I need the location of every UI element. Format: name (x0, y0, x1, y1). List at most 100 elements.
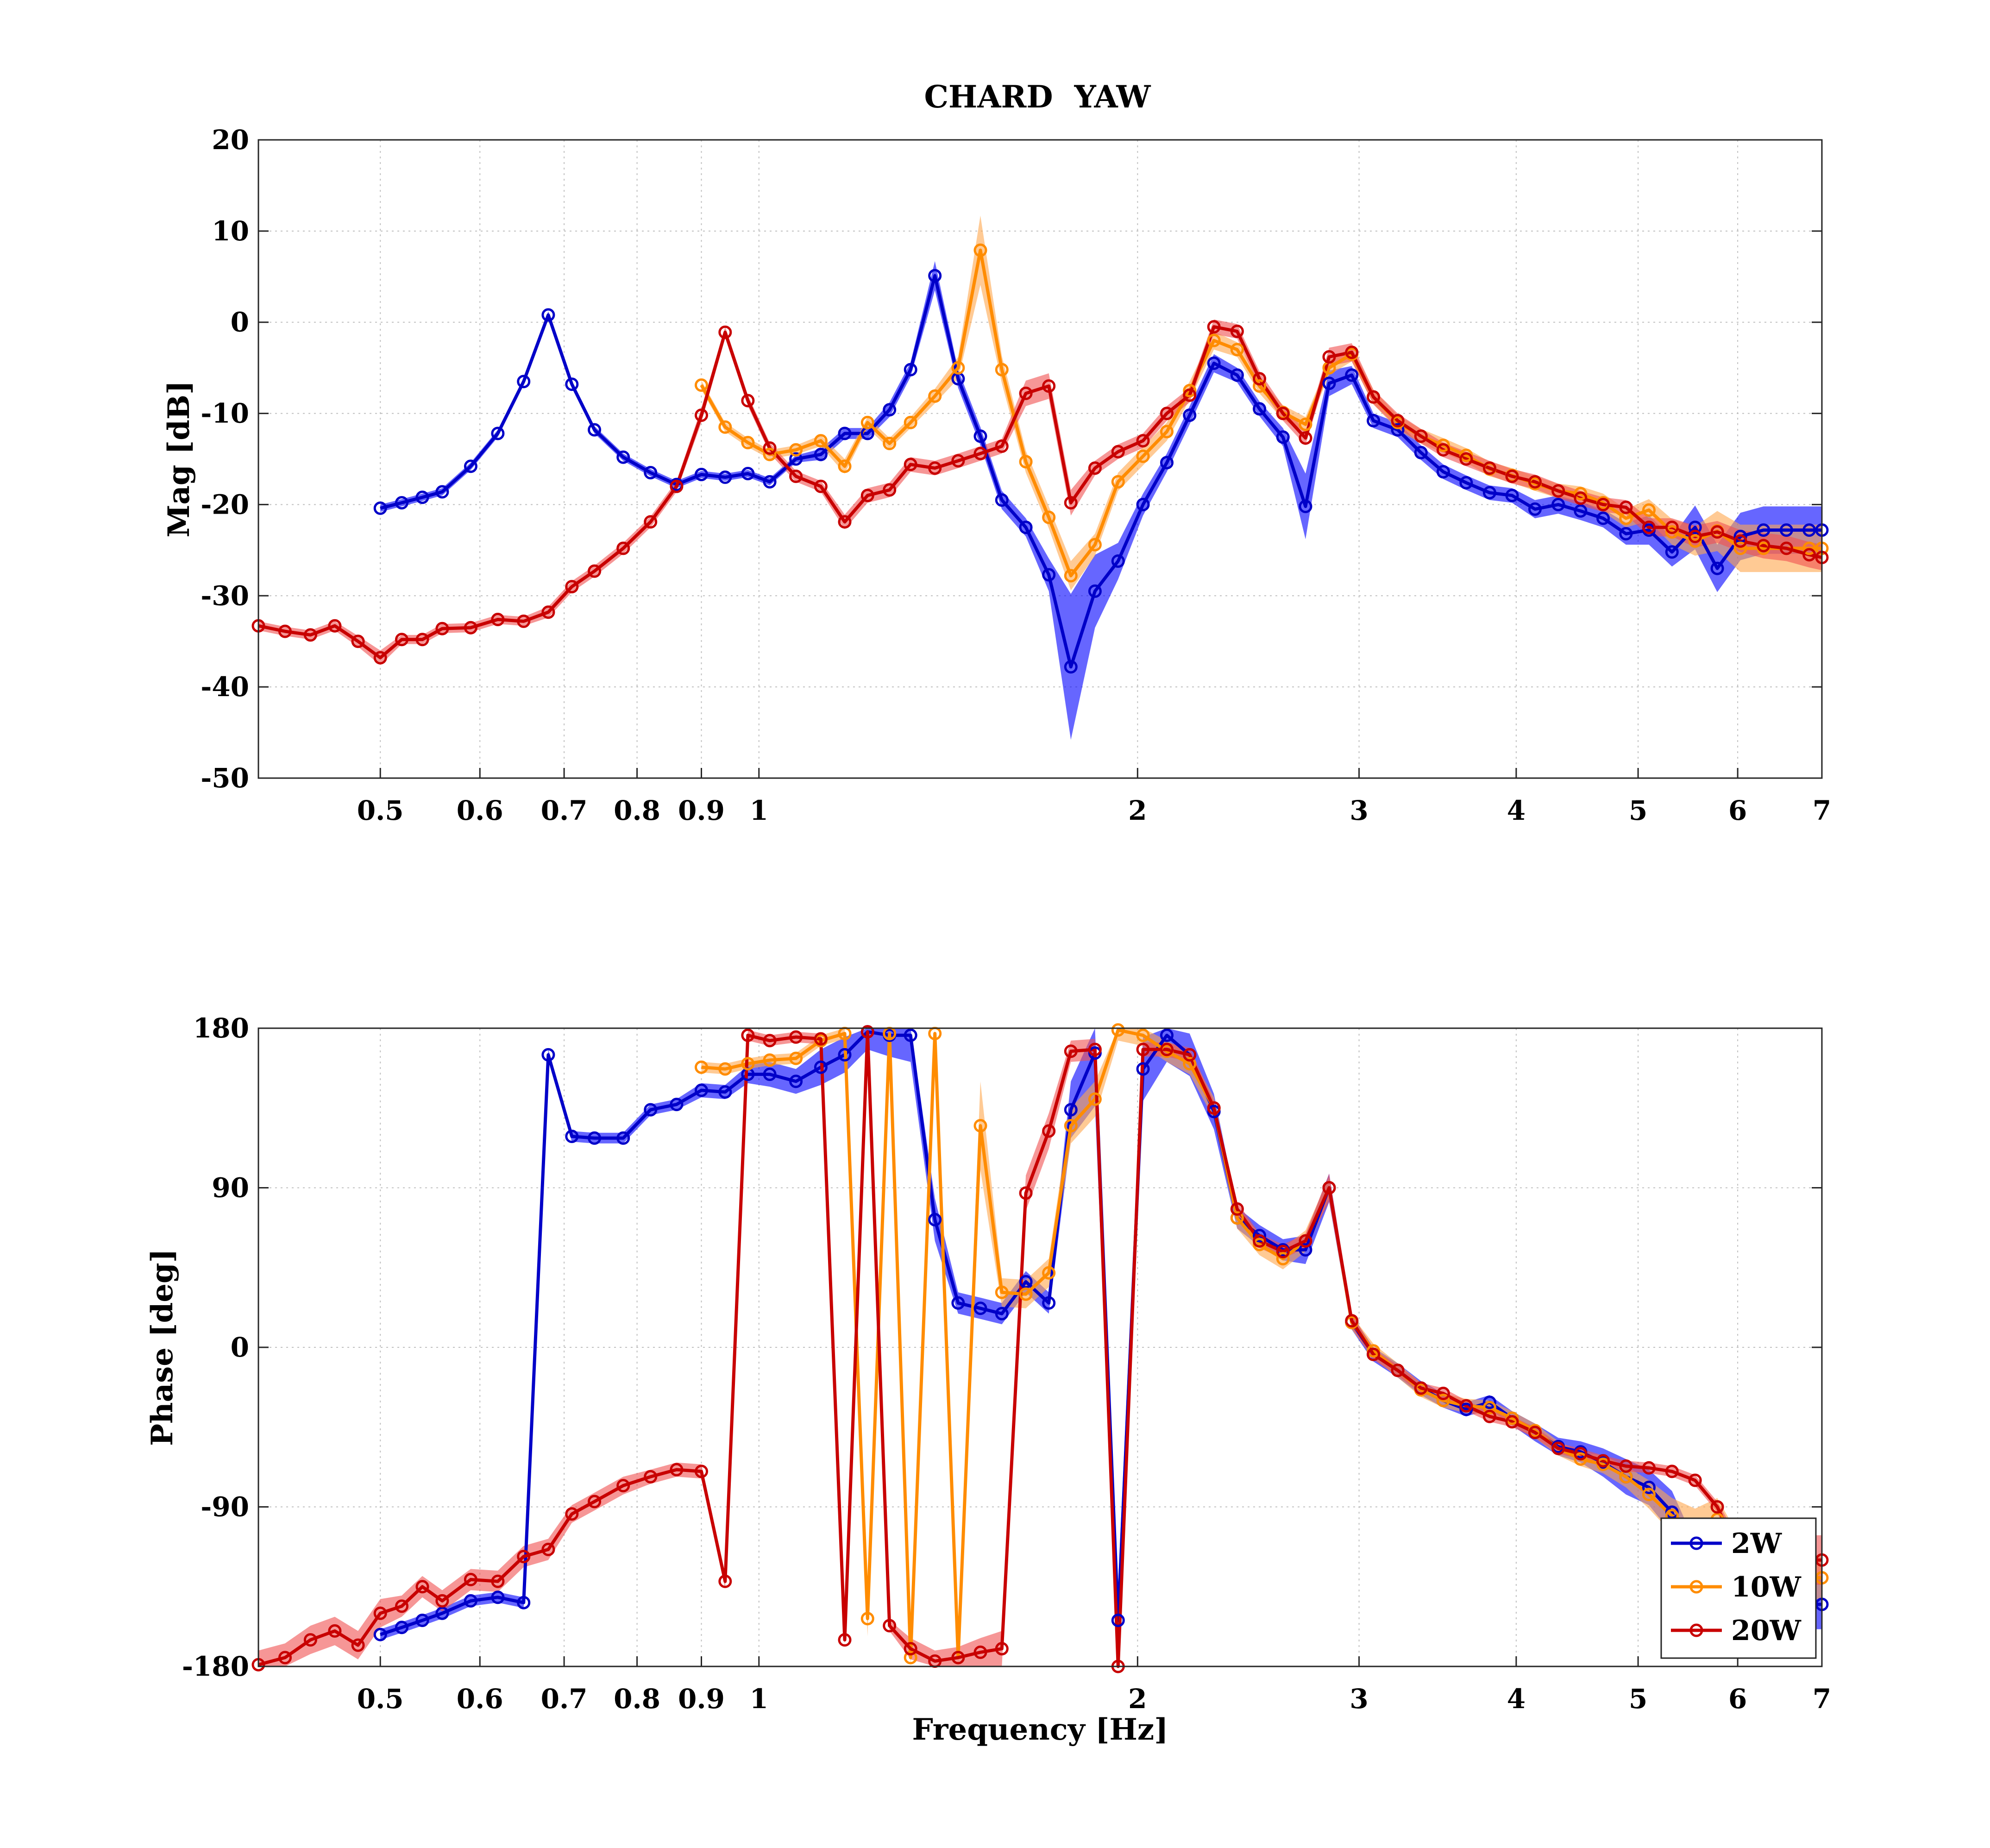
x-tick-label: 0.7 (541, 1683, 588, 1715)
data-point-2W (1042, 1296, 1056, 1310)
data-point-20W (1064, 1044, 1078, 1058)
data-point-20W (1391, 1364, 1405, 1377)
data-point-10W (1276, 1252, 1290, 1266)
data-point-10W (814, 434, 828, 448)
data-point-20W (1088, 1043, 1102, 1056)
data-point-2W (1160, 1028, 1174, 1042)
data-point-10W (1299, 417, 1312, 431)
data-point-2W (1710, 561, 1724, 575)
data-point-20W (278, 1651, 292, 1665)
magnitude-data-points (251, 243, 1829, 674)
data-point-10W (1111, 1023, 1125, 1037)
data-point-20W (973, 446, 987, 460)
data-point-20W (973, 1645, 987, 1659)
data-point-10W (763, 447, 777, 461)
data-point-10W (1253, 379, 1267, 393)
data-point-10W (1183, 1057, 1197, 1071)
data-point-10W (1183, 383, 1197, 397)
data-point-2W (373, 501, 387, 515)
data-point-20W (1019, 386, 1033, 400)
data-point-20W (995, 439, 1009, 453)
data-point-2W (789, 1075, 803, 1088)
data-point-2W (838, 1048, 852, 1062)
data-point-10W (1136, 449, 1150, 463)
data-point-20W (1459, 1399, 1473, 1413)
y-tick-label: -90 (201, 1491, 249, 1523)
data-point-20W (1042, 1124, 1056, 1138)
data-point-20W (1160, 407, 1174, 421)
data-point-2W (1779, 523, 1793, 537)
phase-gridlines (258, 1028, 1822, 1667)
data-point-20W (1183, 388, 1197, 402)
data-point-2W (464, 1594, 477, 1608)
data-point-10W (695, 1060, 708, 1074)
data-point-20W (491, 1574, 505, 1588)
data-point-2W (1160, 456, 1174, 470)
data-point-10W (1436, 439, 1450, 452)
data-point-2W (1414, 446, 1428, 459)
y-tick-label: -10 (201, 398, 249, 429)
data-point-20W (1483, 461, 1496, 475)
data-point-2W (1459, 476, 1473, 490)
data-point-2W (1019, 521, 1033, 534)
data-point-2W (1436, 465, 1450, 479)
x-tick-label: 0.9 (678, 795, 725, 826)
data-point-10W (860, 415, 874, 429)
data-point-10W (695, 378, 708, 392)
data-point-10W (1436, 1394, 1450, 1408)
x-tick-label: 5 (1629, 1683, 1647, 1715)
data-point-2W (814, 447, 828, 461)
data-point-2W (1345, 368, 1359, 382)
data-point-2W (1183, 409, 1197, 422)
x-tick-label: 2 (1128, 1683, 1147, 1715)
data-point-2W (616, 450, 630, 464)
data-point-10W (1574, 487, 1588, 501)
data-point-2W (1136, 497, 1150, 511)
data-point-20W (1183, 1048, 1197, 1062)
data-point-20W (1619, 1459, 1633, 1473)
data-point-10W (995, 363, 1009, 377)
data-point-2W (464, 459, 477, 473)
data-point-2W (491, 1590, 505, 1604)
data-point-20W (838, 515, 852, 529)
phase-y-axis-label: Phase [deg] (145, 1249, 180, 1446)
data-point-20W (814, 479, 828, 493)
data-point-2W (415, 490, 429, 504)
data-point-20W (1322, 350, 1336, 364)
data-point-20W (789, 1030, 803, 1044)
data-point-20W (541, 605, 555, 619)
data-point-10W (1064, 569, 1078, 583)
data-point-20W (1088, 461, 1102, 475)
magnitude-y-axis-label: Mag [dB] (162, 381, 196, 538)
data-point-2W (904, 1028, 917, 1042)
data-point-2W (565, 377, 579, 391)
data-point-20W (1391, 414, 1405, 427)
x-tick-label: 0.8 (614, 795, 660, 826)
data-point-20W (789, 469, 803, 483)
data-point-20W (1483, 1409, 1496, 1423)
data-point-20W (1688, 529, 1702, 543)
data-point-2W (1528, 502, 1542, 516)
data-point-10W (838, 459, 852, 473)
data-point-10W (1088, 538, 1102, 552)
data-point-20W (1064, 496, 1078, 509)
y-tick-label: -20 (201, 489, 249, 520)
data-point-20W (1345, 346, 1359, 359)
data-point-10W (973, 1119, 987, 1132)
y-tick-label: -40 (201, 671, 249, 703)
data-point-20W (1436, 443, 1450, 457)
data-point-10W (789, 1051, 803, 1065)
data-point-2W (541, 308, 555, 322)
data-point-20W (1528, 475, 1542, 489)
x-tick-label: 0.6 (457, 795, 503, 826)
x-tick-label: 0.8 (614, 1683, 660, 1715)
data-point-10W (718, 1062, 732, 1076)
data-point-10W (1230, 1211, 1244, 1225)
data-point-2W (973, 1301, 987, 1315)
data-point-2W (1230, 368, 1244, 382)
data-point-2W (1688, 521, 1702, 534)
data-point-2W (1111, 554, 1125, 568)
data-point-20W (464, 621, 477, 635)
data-point-20W (1299, 431, 1312, 445)
data-point-2W (588, 423, 602, 437)
